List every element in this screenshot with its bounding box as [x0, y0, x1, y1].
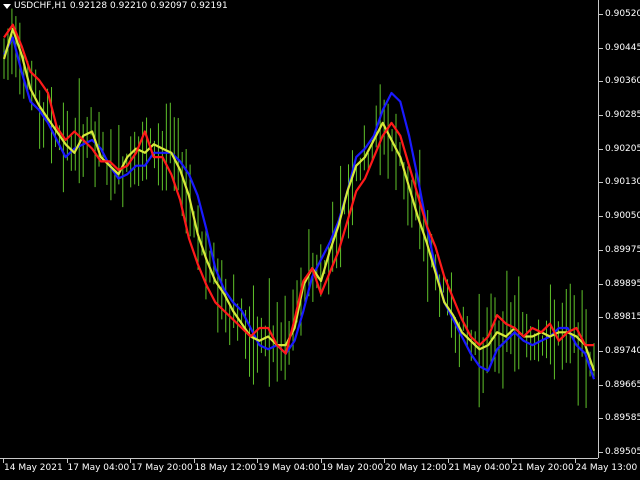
time-tick — [320, 459, 322, 463]
ohlc-open: 0.92128 — [69, 1, 108, 11]
price-tick — [599, 115, 603, 117]
price-tick — [599, 81, 603, 83]
price-bars — [3, 8, 595, 408]
time-tick — [574, 459, 576, 463]
price-label: 0.89975 — [605, 244, 640, 255]
red-indicator-line — [3, 23, 594, 355]
price-tick — [599, 47, 603, 49]
time-tick — [193, 459, 195, 463]
time-label: 24 May 13:00 — [575, 463, 638, 473]
price-label: 0.90130 — [605, 177, 640, 188]
price-label: 0.89665 — [605, 379, 640, 390]
time-label: 20 May 12:00 — [385, 463, 447, 473]
price-tick — [599, 14, 603, 15]
time-tick — [66, 459, 68, 463]
price-label: 0.90285 — [605, 110, 640, 121]
price-label: 0.90520 — [605, 9, 640, 19]
price-scale[interactable]: 0.90520 0.90445 0.90360 0.90285 0.90205 0.901… — [598, 0, 640, 458]
symbol-menu-triangle-icon[interactable] — [3, 3, 11, 9]
ohlc-close: 0.92191 — [190, 1, 228, 11]
price-label: 0.89815 — [605, 312, 640, 323]
price-tick — [599, 283, 603, 285]
time-label: 17 May 20:00 — [131, 463, 193, 473]
price-plot-area[interactable] — [0, 0, 598, 458]
price-tick — [599, 216, 603, 218]
price-label: 0.90205 — [605, 143, 640, 154]
time-tick — [447, 459, 449, 463]
time-label: 18 May 12:00 — [194, 463, 257, 473]
price-tick — [599, 148, 603, 150]
time-label: 19 May 04:00 — [258, 463, 320, 473]
ohlc-high: 0.92210 — [110, 1, 148, 11]
time-tick — [257, 459, 258, 463]
price-tick — [599, 418, 603, 420]
yellow-indicator-line — [2, 27, 596, 372]
time-label: 17 May 04:00 — [67, 463, 130, 473]
time-tick — [130, 459, 131, 463]
time-label: 21 May 04:00 — [448, 463, 511, 473]
price-tick — [599, 452, 603, 453]
price-label: 0.89740 — [605, 345, 640, 356]
time-label: 21 May 20:00 — [512, 463, 574, 473]
price-tick — [599, 317, 603, 319]
price-label: 0.90050 — [605, 211, 640, 222]
price-label: 0.89505 — [605, 447, 640, 457]
price-tick — [599, 384, 603, 386]
symbol-timeframe: USDCHF,H1 — [14, 1, 67, 11]
indicator-lines — [2, 23, 596, 380]
time-tick — [3, 459, 4, 463]
blue-indicator-line — [3, 36, 596, 380]
price-tick — [599, 182, 603, 184]
price-label: 0.90360 — [605, 76, 640, 87]
price-tick — [599, 249, 603, 251]
time-tick — [511, 459, 512, 463]
time-label: 19 May 20:00 — [321, 463, 384, 473]
time-tick — [384, 459, 385, 463]
symbol-header: USDCHF,H1 0.92128 0.92210 0.92097 0.9219… — [3, 1, 228, 11]
price-label: 0.89585 — [605, 413, 640, 424]
price-label: 0.89895 — [605, 278, 640, 289]
ohlc-low: 0.92097 — [150, 1, 188, 11]
time-scale[interactable]: 14 May 2021 17 May 04:00 17 May 20:00 18 Ma… — [0, 458, 637, 480]
time-label: 14 May 2021 — [4, 463, 63, 473]
price-label: 0.90445 — [605, 42, 640, 53]
price-tick — [599, 350, 603, 352]
